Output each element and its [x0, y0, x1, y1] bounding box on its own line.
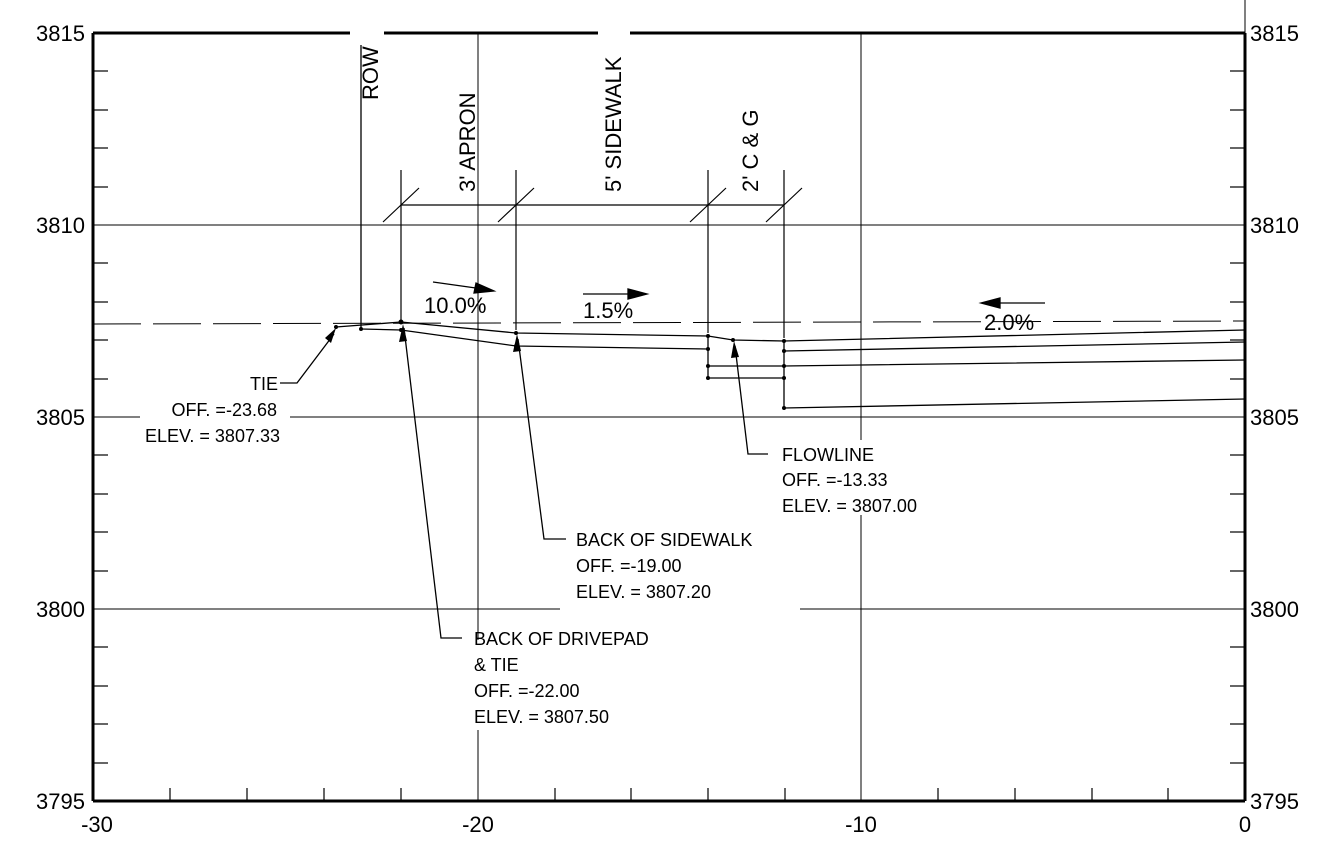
road-slope-label: 2.0%: [984, 310, 1034, 335]
y-tick-right: 3815: [1250, 21, 1299, 46]
flowline-offset: OFF. =-13.33: [782, 470, 888, 490]
plot-frame: [91, 0, 1247, 803]
x-tick: -30: [81, 812, 113, 837]
apron-label: 3' APRON: [455, 92, 480, 192]
tie-callout: TIE OFF. =-23.68 ELEV. = 3807.33: [145, 374, 280, 446]
tie-elevation: ELEV. = 3807.33: [145, 426, 280, 446]
y-tick-right: 3810: [1250, 213, 1299, 238]
sidewalk-offset: OFF. =-19.00: [576, 556, 682, 576]
tie-offset: OFF. =-23.68: [171, 400, 277, 420]
sidewalk-title: BACK OF SIDEWALK: [576, 530, 752, 550]
drivepad-title: BACK OF DRIVEPAD: [474, 629, 649, 649]
y-tick-right: 3805: [1250, 405, 1299, 430]
y-tick-left: 3800: [36, 597, 85, 622]
flowline-elevation: ELEV. = 3807.00: [782, 496, 917, 516]
leader-arrowheads: [325, 324, 739, 358]
curb-gutter-label: 2' C & G: [738, 110, 763, 192]
y-tick-left: 3795: [36, 789, 85, 814]
sidewalk-label: 5' SIDEWALK: [601, 56, 626, 192]
tie-title: TIE: [250, 374, 278, 394]
drivepad-title-2: & TIE: [474, 655, 519, 675]
y-tick-left: 3815: [36, 21, 85, 46]
sidewalk-callout: BACK OF SIDEWALK OFF. =-19.00 ELEV. = 38…: [576, 530, 752, 602]
row-label: ROW: [358, 46, 383, 100]
drivepad-callout: BACK OF DRIVEPAD & TIE OFF. =-22.00 ELEV…: [474, 629, 649, 727]
y-tick-right: 3795: [1250, 789, 1299, 814]
drivepad-offset: OFF. =-22.00: [474, 681, 580, 701]
drivepad-elevation: ELEV. = 3807.50: [474, 707, 609, 727]
x-tick: -20: [462, 812, 494, 837]
y-axis-left-labels: 3815 3810 3805 3800 3795: [36, 21, 85, 814]
axis-ticks: [93, 70, 1245, 801]
x-axis-labels: -30 -20 -10 0: [81, 812, 1251, 837]
sidewalk-slope-label: 1.5%: [583, 298, 633, 323]
y-axis-right-labels: 3815 3810 3805 3800 3795: [1250, 21, 1299, 814]
flowline-callout: FLOWLINE OFF. =-13.33 ELEV. = 3807.00: [782, 445, 917, 516]
x-tick: 0: [1239, 812, 1251, 837]
sidewalk-elevation: ELEV. = 3807.20: [576, 582, 711, 602]
y-tick-left: 3810: [36, 213, 85, 238]
apron-slope-label: 10.0%: [424, 293, 486, 318]
x-tick: -10: [845, 812, 877, 837]
y-tick-left: 3805: [36, 405, 85, 430]
leader-lines: [280, 327, 768, 639]
slope-arrows: [432, 281, 1045, 309]
flowline-title: FLOWLINE: [782, 445, 874, 465]
dimension-line: [382, 170, 803, 338]
existing-ground-line: [92, 320, 1246, 325]
y-tick-right: 3800: [1250, 597, 1299, 622]
